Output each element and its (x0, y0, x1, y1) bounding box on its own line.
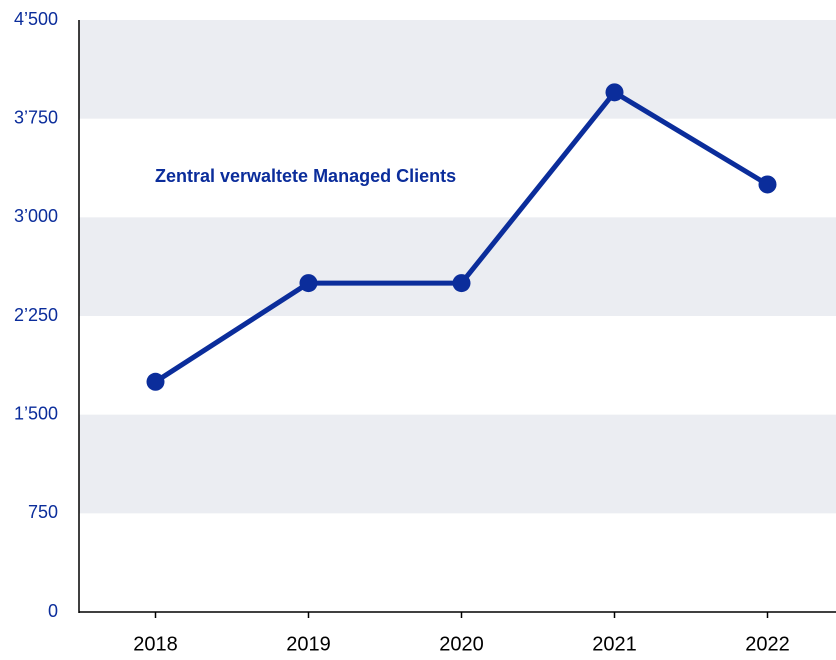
y-tick-label: 750 (28, 502, 58, 522)
marker (299, 274, 318, 293)
x-tick-label: 2018 (133, 633, 178, 655)
y-tick-label: 3’000 (14, 206, 58, 226)
y-tick-label: 0 (48, 601, 58, 621)
marker (452, 274, 471, 293)
grid-band (79, 20, 836, 119)
y-tick-label: 1’500 (14, 403, 58, 423)
x-tick-label: 2022 (745, 633, 790, 655)
marker (758, 175, 777, 194)
series-label: Zentral verwaltete Managed Clients (155, 166, 456, 186)
y-tick-label: 2’250 (14, 305, 58, 325)
x-tick-label: 2019 (286, 633, 331, 655)
y-tick-label: 4’500 (14, 9, 58, 29)
x-tick-label: 2020 (439, 633, 484, 655)
marker (605, 83, 624, 102)
y-tick-label: 3’750 (14, 107, 58, 127)
grid-band (79, 217, 836, 316)
grid-band (79, 414, 836, 514)
x-tick-label: 2021 (592, 633, 637, 655)
marker (146, 372, 165, 391)
